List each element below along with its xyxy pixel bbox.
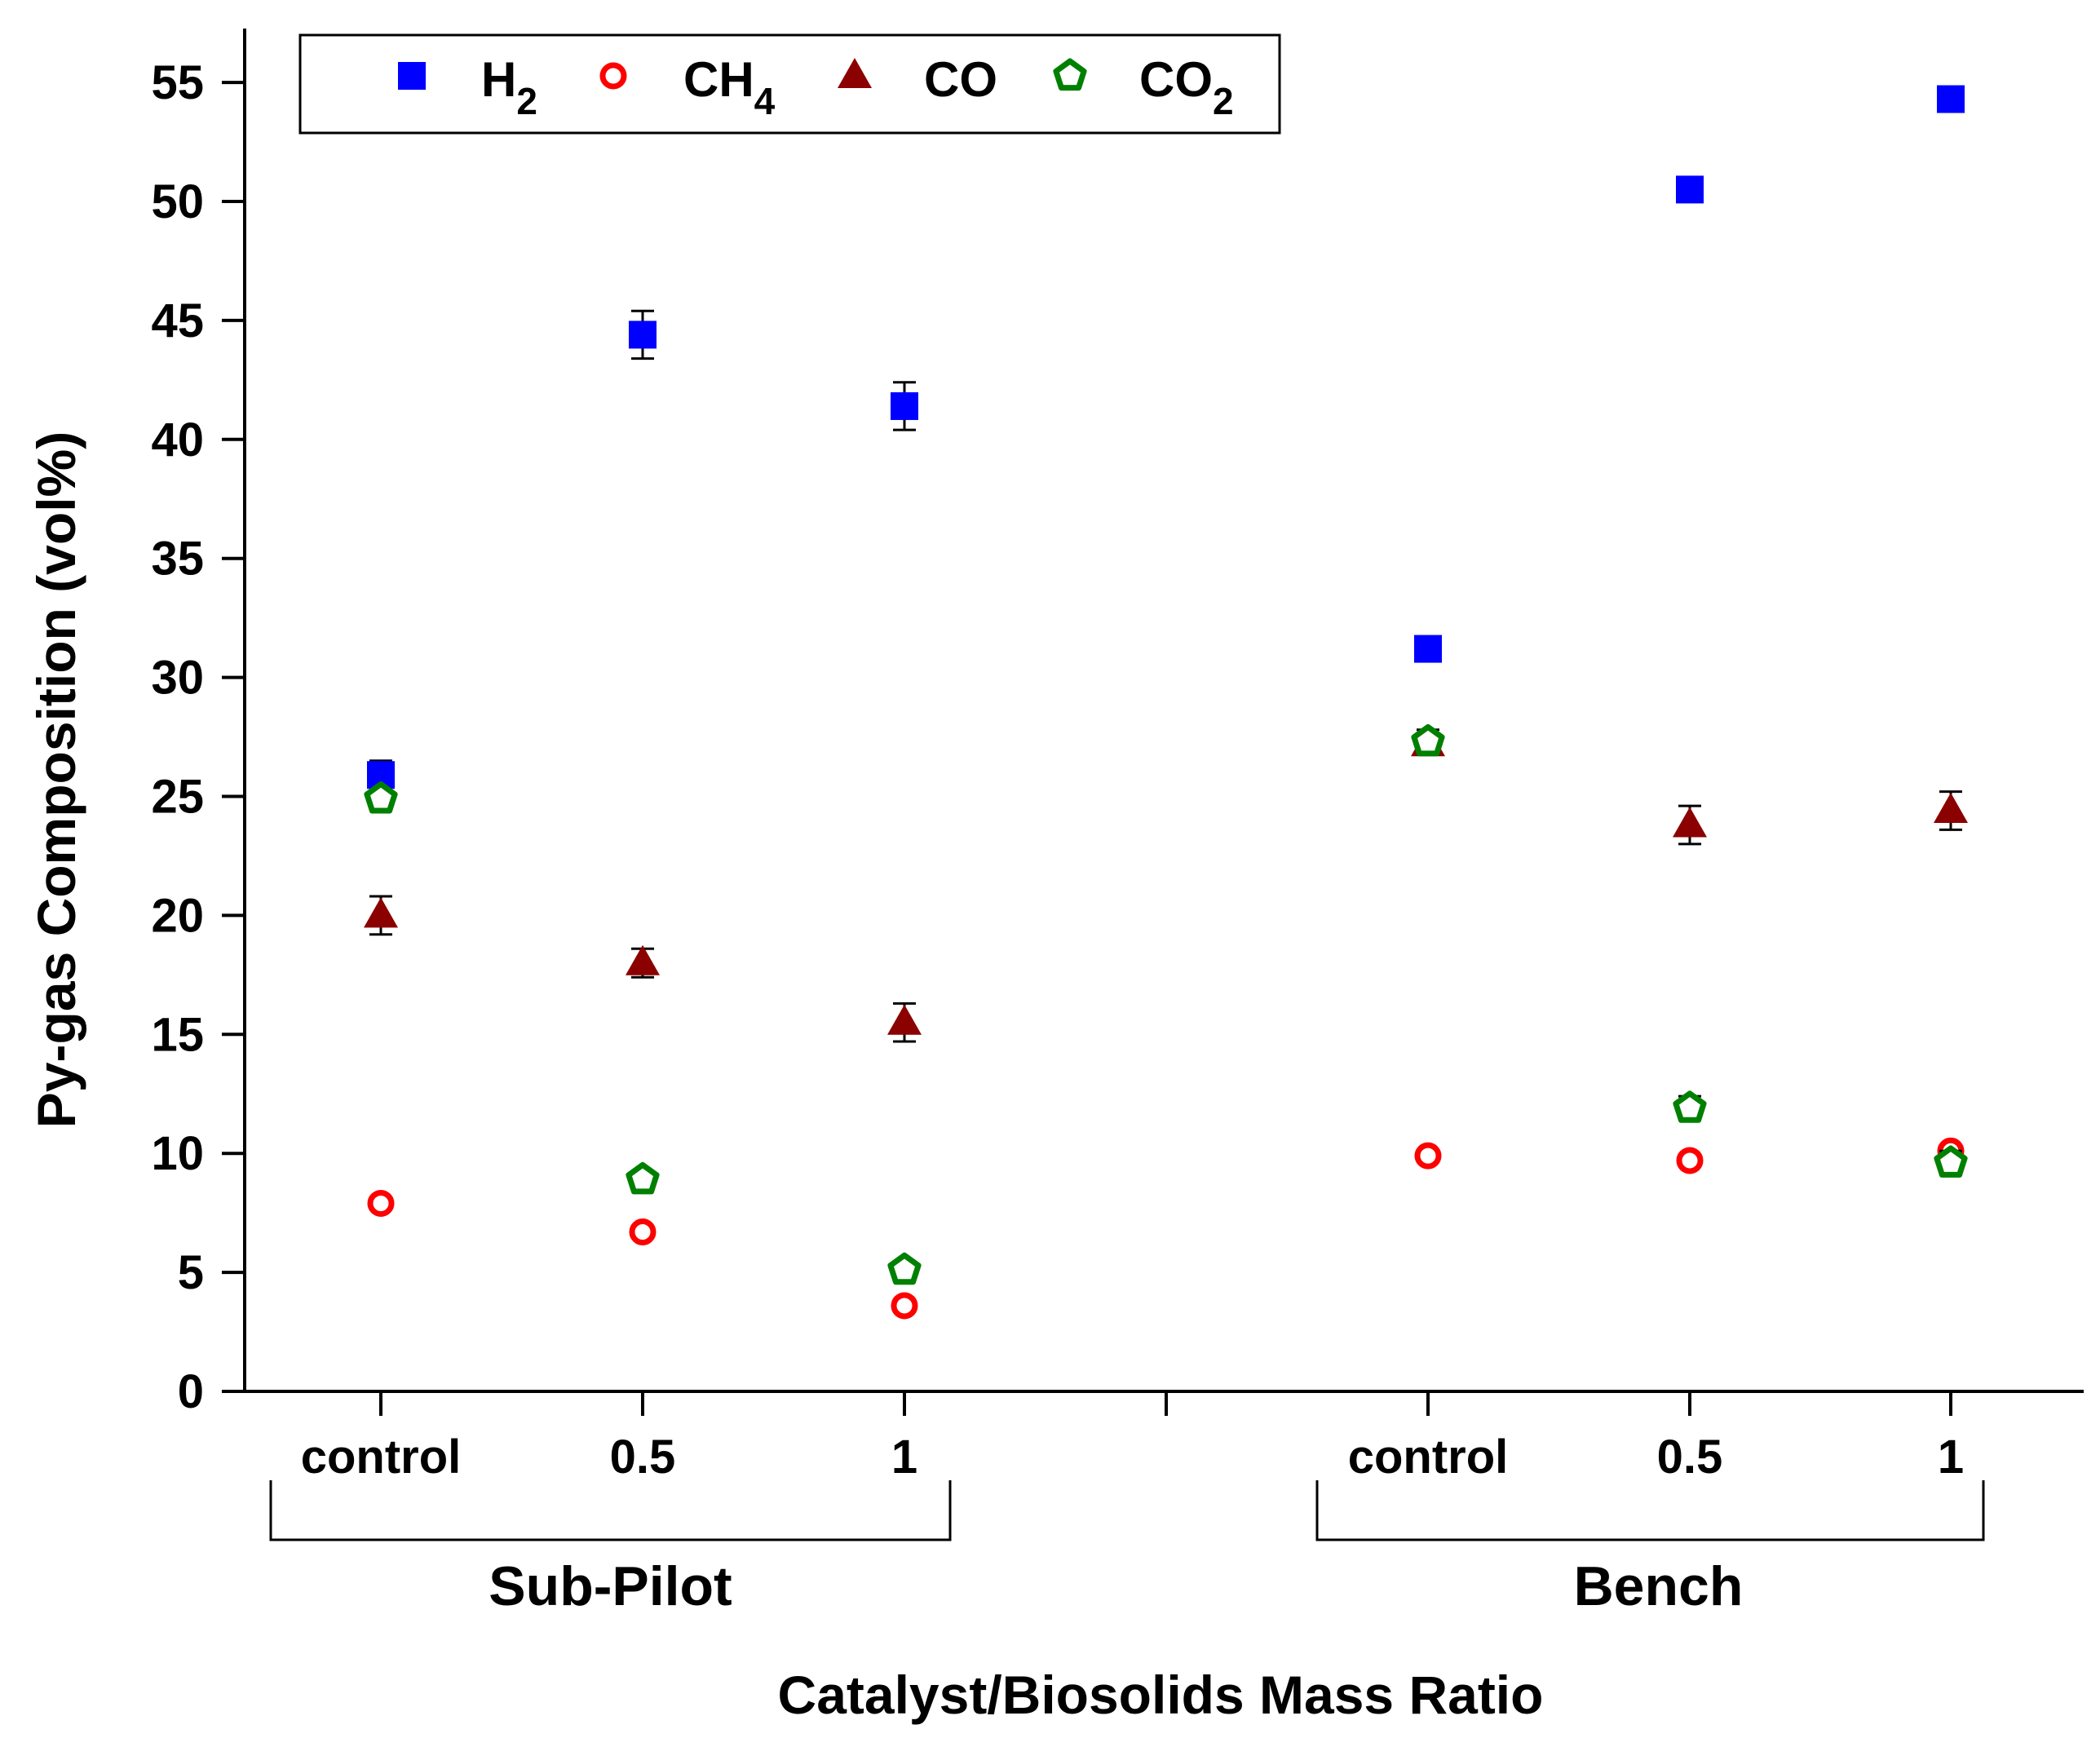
group-bracket — [1315, 1480, 1985, 1541]
x-tick-label: control — [1348, 1431, 1509, 1484]
data-point-ch4 — [1414, 1142, 1442, 1170]
y-tick-label: 40 — [151, 413, 204, 467]
data-points — [364, 85, 1968, 1320]
data-point-co — [1934, 793, 1968, 824]
data-point-co — [364, 897, 398, 928]
x-tick-label: 0.5 — [610, 1431, 676, 1484]
y-tick-label: 50 — [151, 175, 204, 228]
data-point-co2 — [1934, 1145, 1968, 1178]
data-point-h2 — [891, 391, 918, 420]
x-axis-ticks: control 0.5 1 control 0.5 1 — [301, 1391, 1964, 1484]
legend-marker-h2 — [398, 62, 426, 90]
group-bracket — [269, 1480, 952, 1541]
x-axis-title: Catalyst/Biosolids Mass Ratio — [778, 1665, 1544, 1725]
legend-label-co: CO — [924, 52, 997, 107]
y-tick-label: 0 — [178, 1365, 204, 1418]
x-tick-label: 1 — [891, 1431, 917, 1484]
legend: H2 CH4 CO CO2 — [298, 33, 1281, 135]
group-label: Bench — [1574, 1555, 1744, 1617]
series-h2 — [367, 85, 1965, 791]
legend-box — [298, 33, 1281, 135]
group-brackets: Sub-Pilot Bench — [269, 1480, 1985, 1617]
data-point-co — [626, 944, 660, 975]
y-tick-label: 10 — [151, 1127, 204, 1180]
data-point-h2 — [1414, 635, 1442, 663]
axes — [243, 29, 2084, 1393]
y-tick-label: 15 — [151, 1008, 204, 1061]
legend-marker-co2 — [1053, 58, 1087, 91]
y-tick-label: 20 — [151, 889, 204, 942]
data-point-co2 — [1673, 1090, 1707, 1123]
data-point-h2 — [1676, 175, 1704, 204]
data-point-ch4 — [367, 1189, 395, 1217]
data-point-co2 — [364, 781, 398, 814]
y-tick-label: 5 — [178, 1246, 204, 1299]
series-co — [364, 726, 1968, 1043]
data-point-co2 — [626, 1161, 660, 1195]
y-tick-label: 35 — [151, 533, 204, 586]
y-tick-label: 25 — [151, 771, 204, 824]
data-point-co — [887, 1004, 922, 1035]
data-point-co — [1673, 807, 1707, 838]
y-tick-label: 45 — [151, 294, 204, 347]
y-axis-ticks: 0 5 10 15 20 25 30 35 40 45 50 55 — [151, 56, 245, 1418]
legend-marker-ch4 — [599, 62, 627, 90]
series-co2 — [364, 723, 1968, 1285]
data-point-ch4 — [1676, 1147, 1704, 1174]
x-tick-label: 1 — [1938, 1431, 1964, 1484]
group-label: Sub-Pilot — [489, 1555, 732, 1617]
y-axis-title: Py-gas Composition (vol%) — [26, 431, 86, 1128]
data-point-h2 — [629, 321, 657, 349]
x-tick-label: control — [301, 1431, 462, 1484]
data-point-h2 — [1937, 85, 1965, 113]
data-point-ch4 — [891, 1292, 918, 1320]
data-point-ch4 — [629, 1218, 657, 1245]
y-tick-label: 55 — [151, 56, 204, 109]
data-point-co2 — [1411, 723, 1445, 757]
series-ch4 — [367, 1137, 1965, 1320]
data-point-co2 — [887, 1252, 922, 1285]
y-tick-label: 30 — [151, 652, 204, 705]
legend-marker-co — [838, 58, 872, 88]
x-tick-label: 0.5 — [1657, 1431, 1723, 1484]
